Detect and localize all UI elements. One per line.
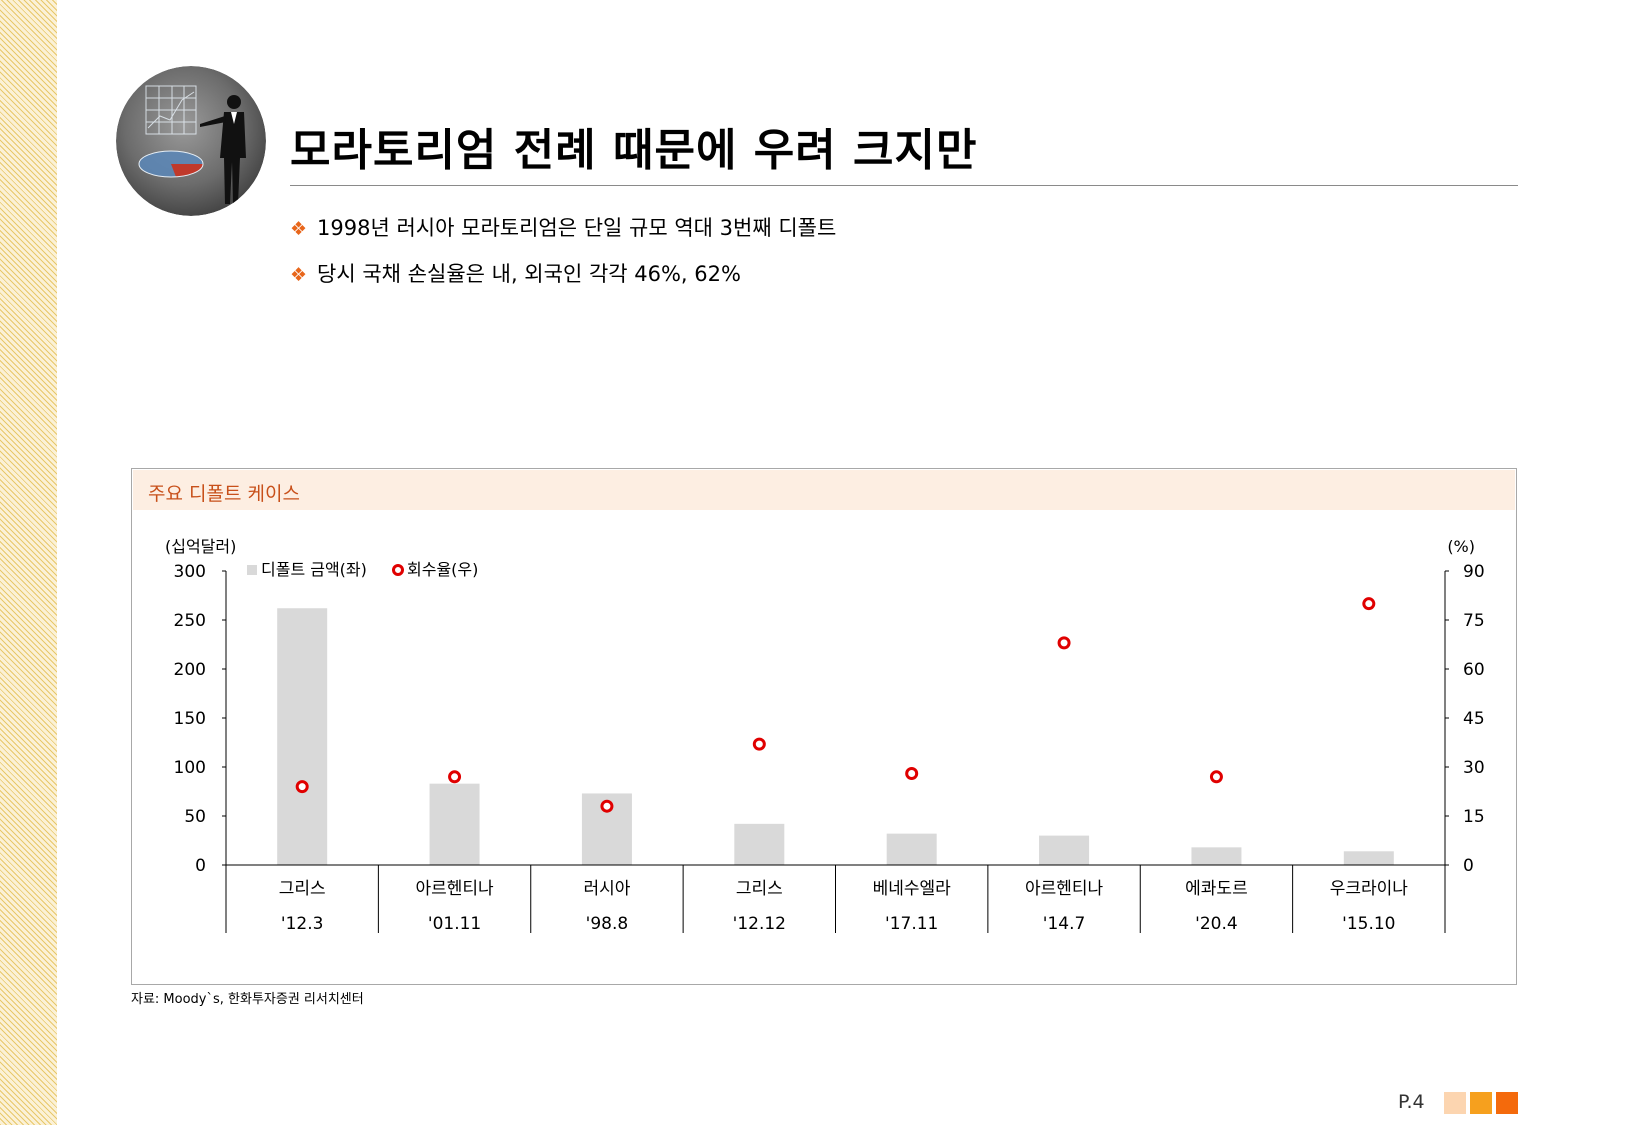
side-stripe-decoration (0, 0, 57, 1125)
chart-title: 주요 디폴트 케이스 (148, 483, 300, 505)
y-right-tick-label: 45 (1463, 709, 1485, 729)
x-category-label: 아르헨티나 (415, 879, 494, 899)
point-recovery-rate (752, 737, 766, 751)
point-recovery-rate (448, 770, 462, 784)
bar-default-amount (1039, 835, 1090, 865)
y-left-tick-label: 50 (184, 807, 206, 827)
y-left-tick-label: 100 (174, 758, 206, 778)
x-category-label: 그리스 (279, 879, 326, 899)
bar-default-amount (1191, 847, 1242, 865)
point-recovery-rate (295, 780, 309, 794)
x-category-label: 러시아 (583, 879, 630, 899)
default-cases-chart: (십억달러) (%) 0 50 100 150 200 250 300 0 15 30 45 60 75 90… (165, 537, 1485, 934)
y-right-unit-label: (%) (1447, 537, 1475, 556)
bar-default-amount (1343, 851, 1394, 865)
point-recovery-rate (1057, 636, 1071, 650)
chart-panel: 주요 디폴트 케이스 (십억달러) (%) 0 50 100 150 200 250 300 0 1… (131, 468, 1517, 985)
x-category-label: 에콰도르 (1185, 879, 1248, 899)
x-category-label: 우크라이나 (1330, 879, 1409, 899)
point-recovery-rate (1209, 770, 1223, 784)
x-date-label: '12.12 (733, 914, 786, 934)
x-date-label: '14.7 (1043, 914, 1086, 934)
page-number: P.4 (1398, 1091, 1425, 1113)
point-recovery-rate (600, 799, 614, 813)
y-right-tick-label: 0 (1463, 856, 1474, 876)
page-title: 모라토리엄 전례 때문에 우려 크지만 (290, 125, 978, 176)
page-square-mid (1470, 1092, 1492, 1114)
x-date-label: '98.8 (586, 914, 629, 934)
y-right-tick-label: 15 (1463, 807, 1485, 827)
page-square-light (1444, 1092, 1466, 1114)
presenter-illustration-icon (116, 66, 266, 216)
x-date-label: '12.3 (281, 914, 324, 934)
y-left-tick-label: 250 (174, 611, 206, 631)
y-left-tick-label: 150 (174, 709, 206, 729)
y-left-tick-label: 300 (174, 562, 206, 582)
presenter-chart-illustration (116, 66, 266, 216)
y-right-tick-label: 60 (1463, 660, 1485, 680)
point-recovery-rate (905, 767, 919, 781)
x-date-label: '17.11 (885, 914, 938, 934)
y-left-tick-label: 0 (195, 856, 206, 876)
legend-bar-label: 디폴트 금액(좌) (261, 560, 367, 579)
bullet-item: ❖ 1998년 러시아 모라토리엄은 단일 규모 역대 3번째 디폴트 (290, 212, 836, 242)
x-date-label: '15.10 (1342, 914, 1395, 934)
y-right-tick-label: 90 (1463, 562, 1485, 582)
y-left-tick-label: 200 (174, 660, 206, 680)
x-category-label: 아르헨티나 (1025, 879, 1104, 899)
bar-default-amount (429, 783, 480, 865)
diamond-bullet-icon: ❖ (290, 218, 308, 240)
legend-bar-swatch (247, 565, 257, 575)
x-date-label: '20.4 (1195, 914, 1238, 934)
page-square-dark (1496, 1092, 1518, 1114)
y-right-tick-label: 75 (1463, 611, 1485, 631)
point-recovery-rate (1362, 597, 1376, 611)
title-divider (290, 185, 1518, 186)
y-right-tick-label: 30 (1463, 758, 1485, 778)
bullet-text: 1998년 러시아 모라토리엄은 단일 규모 역대 3번째 디폴트 (317, 216, 837, 240)
chart-header: 주요 디폴트 케이스 (133, 470, 1515, 510)
x-date-label: '01.11 (428, 914, 481, 934)
diamond-bullet-icon: ❖ (290, 264, 308, 286)
source-note: 자료: Moody`s, 한화투자증권 리서치센터 (131, 992, 364, 1007)
bullet-text: 당시 국채 손실율은 내, 외국인 각각 46%, 62% (317, 262, 741, 286)
x-category-label: 그리스 (736, 879, 783, 899)
y-left-unit-label: (십억달러) (165, 537, 236, 556)
bar-default-amount (734, 823, 785, 865)
bar-default-amount (886, 833, 937, 865)
legend-point-swatch (392, 564, 404, 576)
legend-point-label: 회수율(우) (407, 560, 478, 579)
x-category-label: 베네수엘라 (873, 879, 952, 899)
bar-default-amount (277, 608, 328, 865)
bullet-item: ❖ 당시 국채 손실율은 내, 외국인 각각 46%, 62% (290, 258, 741, 288)
